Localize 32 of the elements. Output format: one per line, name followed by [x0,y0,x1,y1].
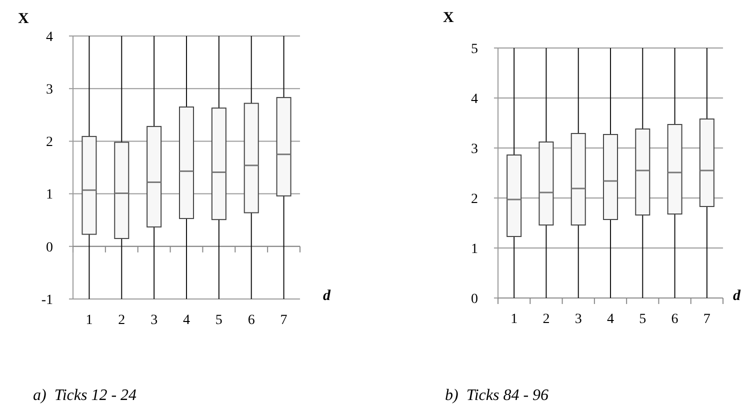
x-tick-label: 7 [703,312,710,327]
y-tick-label: 4 [46,30,53,45]
y-tick-label: 0 [46,240,53,256]
y-tick-label: 3 [46,82,53,98]
x-tick-label: 4 [607,312,614,327]
y-tick-label: 4 [471,92,478,107]
x-tick-label: 2 [542,312,550,327]
y-tick-label: 3 [471,142,478,157]
x-tick-label: 5 [639,312,646,327]
x-tick-label: 4 [183,313,190,328]
x-tick-label: 3 [150,313,158,328]
y-axis-title: X [18,11,29,27]
x-tick-label: 6 [671,312,678,327]
y-tick-label: 2 [46,135,53,150]
x-axis-title: d [733,288,741,304]
x-tick-label: 5 [215,313,222,328]
x-tick-label: 6 [248,313,255,328]
x-tick-label: 1 [510,312,518,327]
x-tick-label: 3 [574,312,582,327]
y-tick-label: 1 [46,188,53,203]
y-tick-label: -1 [41,292,53,308]
y-tick-label: 2 [471,192,478,207]
y-axis-title: X [443,10,454,26]
y-tick-label: 5 [471,42,478,57]
text: a) Ticks 12 - 24 [33,387,137,404]
y-tick-label: 0 [471,292,478,307]
x-axis-title: d [323,288,331,304]
x-tick-label: 2 [118,313,126,328]
text: b) Ticks 84 - 96 [445,387,549,404]
x-tick-label: 1 [86,313,93,328]
x-tick-label: 7 [280,313,288,328]
y-tick-label: 1 [471,242,478,257]
